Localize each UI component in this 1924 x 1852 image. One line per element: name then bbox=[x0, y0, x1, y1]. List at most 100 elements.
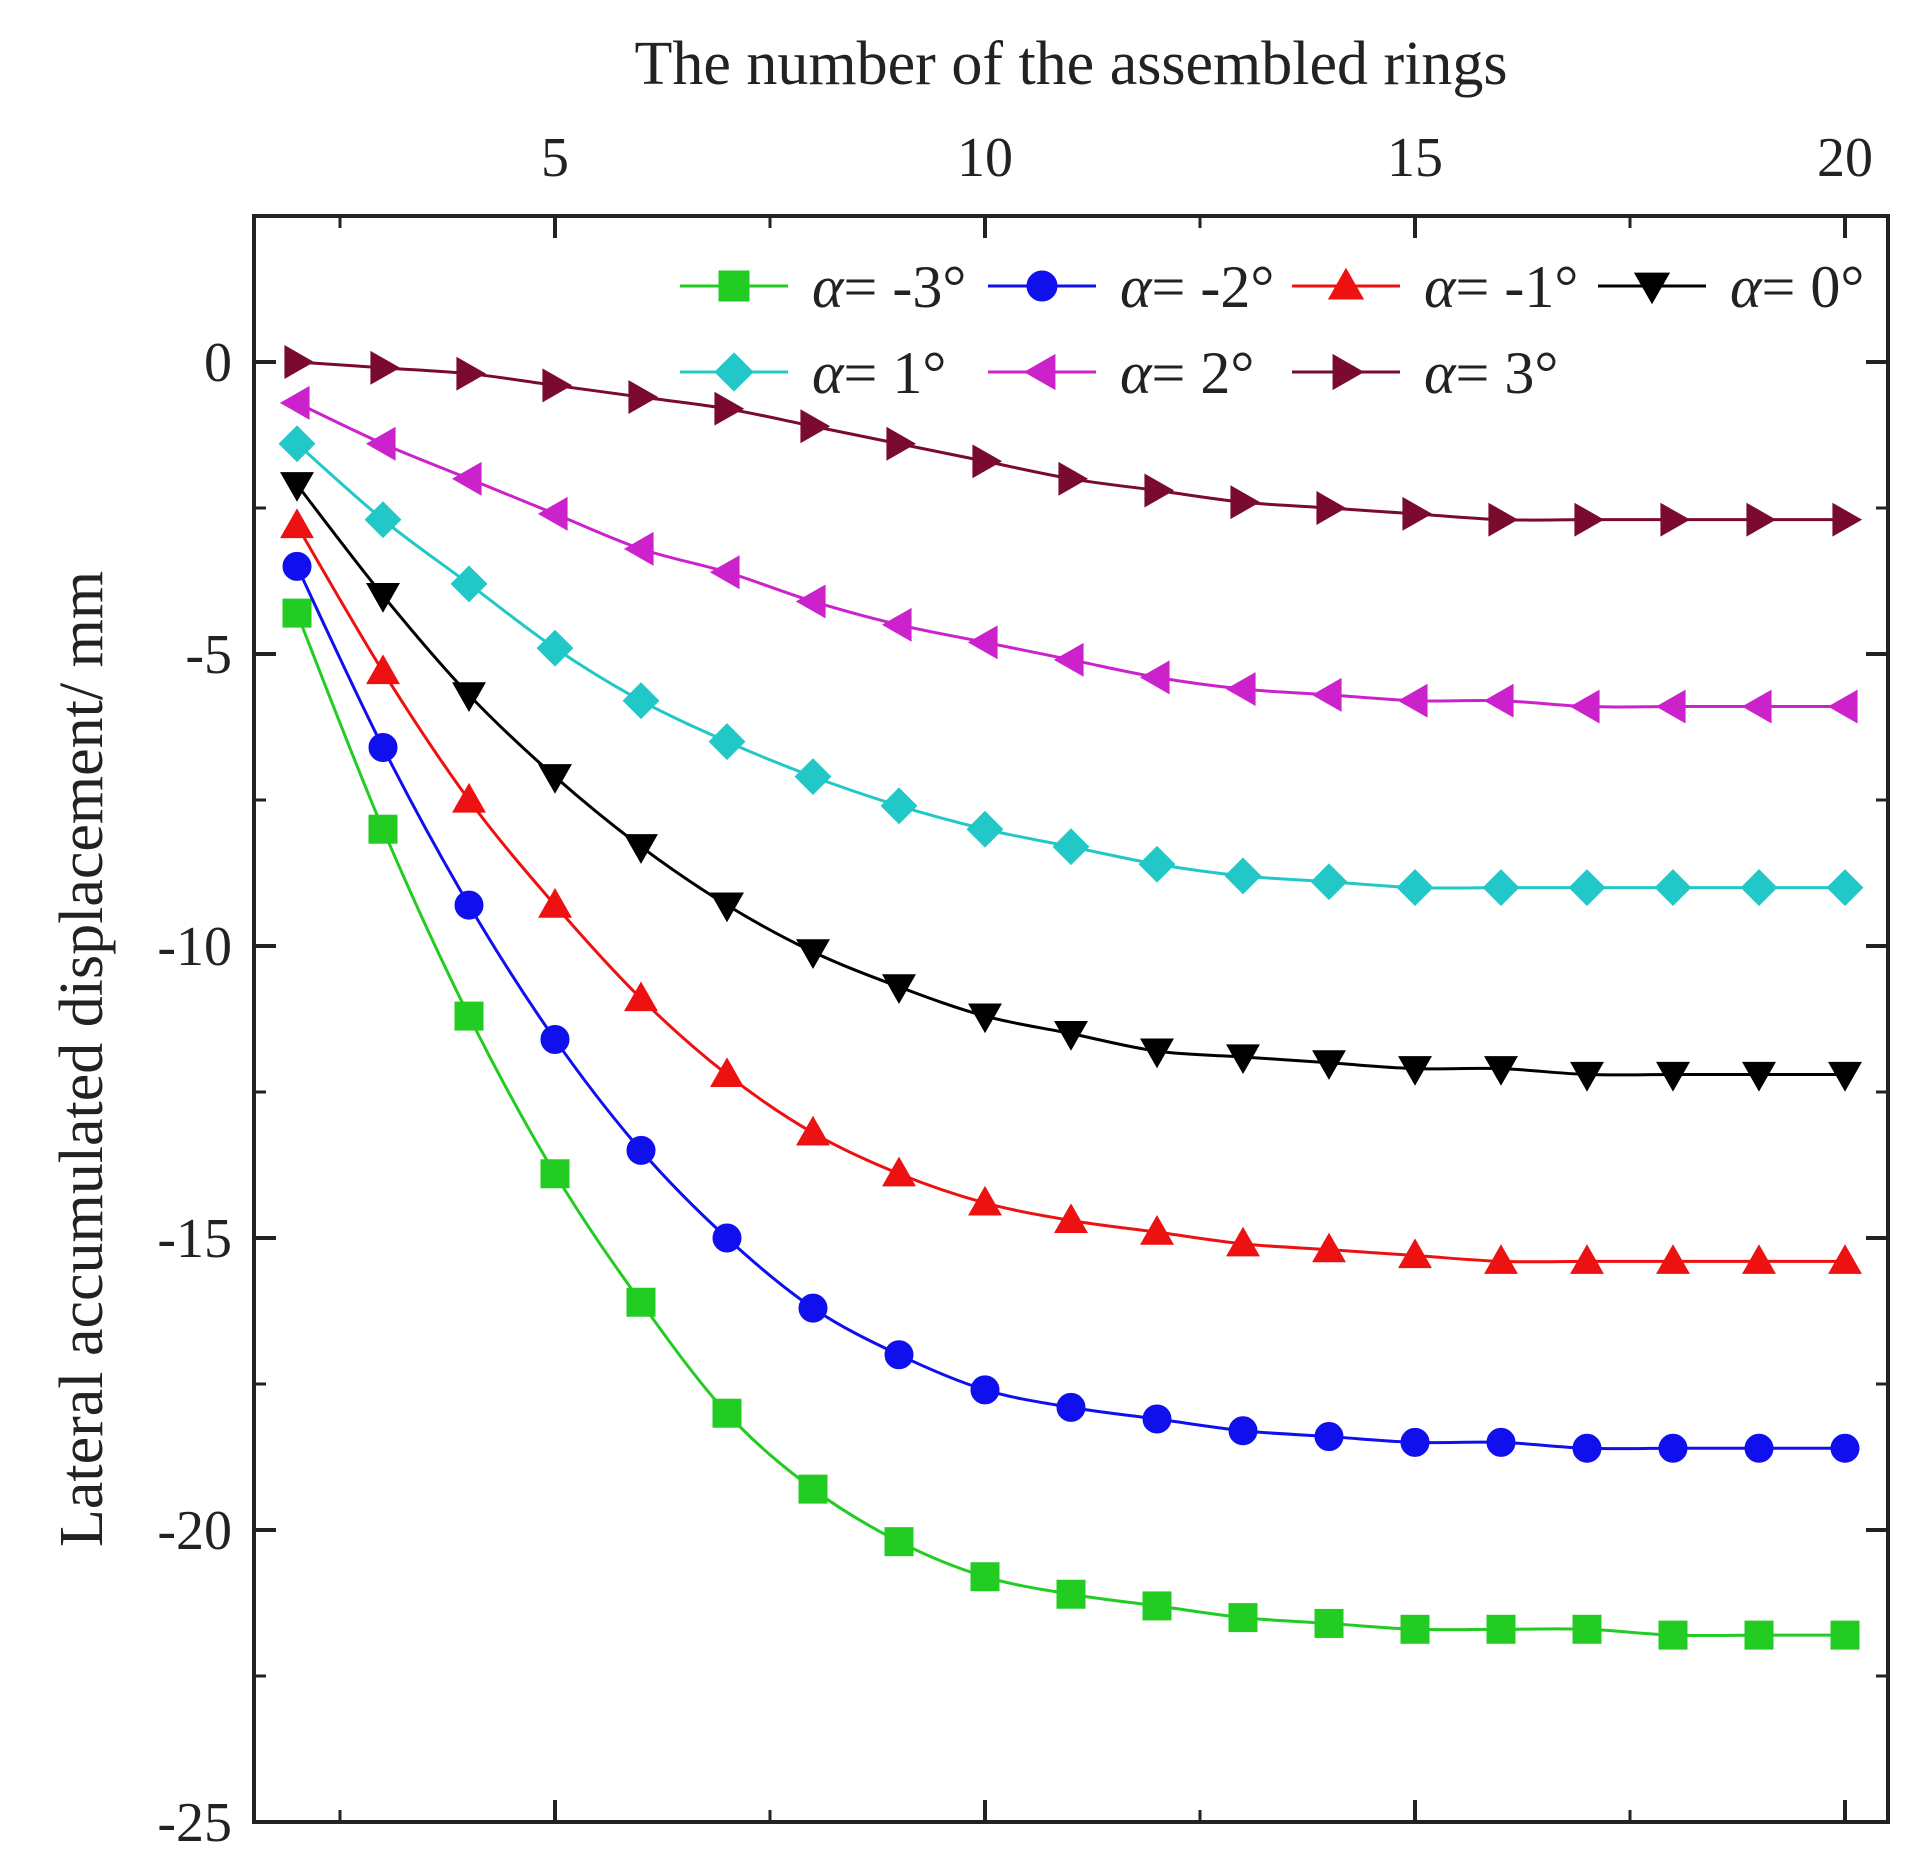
data-point bbox=[710, 892, 744, 923]
plot-border bbox=[252, 214, 1890, 1824]
data-point bbox=[1230, 485, 1261, 520]
series-1 bbox=[282, 551, 1860, 1463]
data-point bbox=[794, 758, 832, 796]
series-4 bbox=[278, 425, 1864, 907]
data-point bbox=[1316, 491, 1347, 525]
data-point bbox=[968, 1003, 1002, 1034]
series-line bbox=[295, 524, 1845, 1264]
data-point bbox=[966, 810, 1004, 848]
data-point bbox=[800, 409, 831, 444]
legend-label: α= 0° bbox=[1730, 254, 1864, 320]
legend-alpha-symbol: α bbox=[1730, 254, 1763, 320]
legend-label: α= -1° bbox=[1424, 254, 1578, 320]
data-point bbox=[1742, 1061, 1776, 1092]
data-point bbox=[1056, 1579, 1086, 1609]
data-point bbox=[712, 1398, 742, 1428]
data-point bbox=[279, 385, 310, 420]
data-point bbox=[540, 1024, 570, 1054]
data-point bbox=[1486, 1427, 1516, 1457]
data-point bbox=[538, 764, 572, 794]
data-point bbox=[970, 1562, 1000, 1592]
data-point bbox=[795, 584, 826, 619]
data-point bbox=[884, 1527, 914, 1557]
data-point bbox=[970, 1375, 1000, 1405]
y-tick-label: -10 bbox=[157, 916, 232, 978]
y-axis-title: Lateral accumulated displacement/ mm bbox=[48, 571, 116, 1547]
data-point bbox=[1225, 672, 1256, 707]
series-0 bbox=[282, 598, 1860, 1650]
legend-alpha-value: = 1° bbox=[844, 340, 947, 406]
data-point bbox=[626, 1135, 656, 1165]
data-point bbox=[1570, 1061, 1604, 1092]
data-point bbox=[282, 598, 312, 628]
legend-label: α= 1° bbox=[812, 340, 946, 406]
data-point bbox=[624, 981, 658, 1012]
data-point bbox=[1397, 683, 1428, 718]
data-point bbox=[1140, 1215, 1174, 1245]
data-point bbox=[1138, 845, 1176, 883]
data-point bbox=[882, 974, 916, 1004]
legend-item: α= -2° bbox=[988, 254, 1274, 320]
data-point bbox=[628, 380, 659, 415]
legend-label: α= 3° bbox=[1424, 340, 1558, 406]
data-point bbox=[1056, 1392, 1086, 1422]
series-5 bbox=[279, 385, 1858, 724]
data-point bbox=[1482, 869, 1520, 907]
data-point bbox=[1746, 502, 1777, 537]
data-point bbox=[626, 1287, 656, 1317]
data-point bbox=[456, 356, 487, 391]
data-point bbox=[967, 625, 998, 660]
data-point bbox=[1054, 1203, 1088, 1234]
data-point bbox=[1827, 689, 1858, 724]
x-tick-label: 5 bbox=[541, 127, 569, 189]
legend-label: α= -3° bbox=[812, 254, 966, 320]
data-point bbox=[1486, 1614, 1516, 1644]
legend-marker bbox=[1633, 272, 1671, 305]
data-point bbox=[881, 607, 912, 642]
data-point bbox=[451, 461, 482, 496]
plot-frame bbox=[252, 214, 1890, 1824]
legend-alpha-value: = -1° bbox=[1456, 254, 1579, 320]
data-point bbox=[714, 391, 745, 426]
data-point bbox=[1224, 857, 1262, 895]
data-point bbox=[1660, 502, 1691, 537]
data-point bbox=[1400, 1427, 1430, 1457]
data-point bbox=[366, 654, 400, 685]
legend-alpha-symbol: α bbox=[1424, 340, 1457, 406]
y-tick-label: -20 bbox=[157, 1500, 232, 1562]
y-tick-label: -25 bbox=[157, 1792, 232, 1852]
series-line bbox=[296, 360, 1845, 522]
data-point bbox=[1144, 473, 1175, 508]
data-point bbox=[798, 1293, 828, 1323]
data-point bbox=[798, 1474, 828, 1504]
data-point bbox=[1572, 1433, 1602, 1463]
data-point bbox=[1826, 869, 1864, 907]
data-point bbox=[1402, 496, 1433, 531]
data-point bbox=[1398, 1056, 1432, 1086]
legend-alpha-value: = -3° bbox=[844, 254, 967, 320]
data-point bbox=[1228, 1603, 1258, 1633]
y-axis: 0 -5 -10 -15 -20 -25 bbox=[157, 214, 1888, 1852]
data-point bbox=[709, 555, 740, 590]
legend-alpha-value: = 3° bbox=[1456, 340, 1559, 406]
legend: α= -3° α= -2° α= -1° α= 0°α= 1° α= 2° α= 3° bbox=[680, 254, 1864, 406]
data-point bbox=[1658, 1433, 1688, 1463]
data-point bbox=[1742, 1244, 1776, 1274]
data-point bbox=[884, 1340, 914, 1370]
data-point bbox=[1655, 689, 1686, 724]
data-point bbox=[710, 1057, 744, 1088]
data-point bbox=[542, 368, 573, 403]
legend-marker bbox=[1023, 353, 1056, 391]
data-point bbox=[280, 472, 314, 502]
data-point bbox=[450, 565, 488, 603]
legend-marker bbox=[1026, 270, 1058, 302]
data-point bbox=[1312, 1050, 1346, 1080]
data-point bbox=[1484, 1244, 1518, 1274]
data-point bbox=[708, 723, 746, 761]
legend-alpha-value: = -2° bbox=[1152, 254, 1275, 320]
data-point bbox=[364, 501, 402, 539]
data-point bbox=[1314, 1422, 1344, 1452]
data-point bbox=[1058, 461, 1089, 496]
data-point bbox=[454, 890, 484, 920]
y-tick-label: -15 bbox=[157, 1208, 232, 1270]
